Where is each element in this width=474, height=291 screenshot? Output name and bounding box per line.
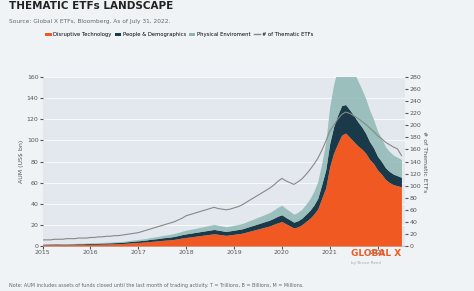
Text: THEMATIC ETFs LANDSCAPE: THEMATIC ETFs LANDSCAPE [9,1,174,11]
Text: Note: AUM includes assets of funds closed until the last month of trading activi: Note: AUM includes assets of funds close… [9,283,304,288]
Y-axis label: # of Thematic ETFs: # of Thematic ETFs [422,131,427,192]
Text: by Bruce Reed: by Bruce Reed [351,261,381,265]
Text: GLOBAL X: GLOBAL X [351,249,401,258]
Text: Source: Global X ETFs, Bloomberg. As of July 31, 2022.: Source: Global X ETFs, Bloomberg. As of … [9,19,171,24]
Y-axis label: AUM (US$ bn): AUM (US$ bn) [19,140,24,183]
Legend: Disruptive Technology, People & Demographics, Physical Enviroment, # of Thematic: Disruptive Technology, People & Demograp… [46,32,313,37]
